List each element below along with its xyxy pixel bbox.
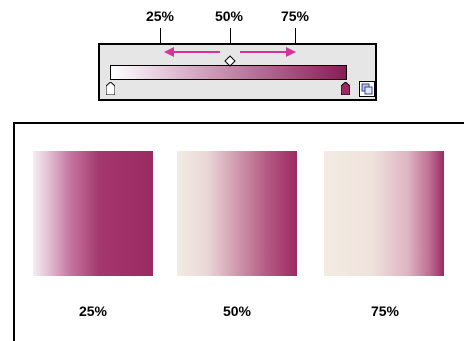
- swatch-50: [177, 151, 297, 276]
- swatch-75: [324, 151, 444, 276]
- midpoint-arrows: [164, 47, 296, 67]
- arrow-right-icon: [240, 47, 296, 57]
- label-25-top: 25%: [145, 8, 175, 24]
- panel-toggle-icon: [361, 83, 373, 95]
- gradient-preview-bar[interactable]: [110, 65, 347, 80]
- arrow-left-icon: [164, 47, 220, 57]
- swatch-25: [33, 151, 153, 276]
- color-stop-right-icon[interactable]: [341, 82, 350, 95]
- gradient-editor-panel: [98, 43, 377, 101]
- panel-toggle-button[interactable]: [359, 81, 375, 97]
- label-50-top: 50%: [214, 8, 244, 24]
- label-75-top: 75%: [280, 8, 310, 24]
- midpoint-diamond-icon: [224, 55, 236, 67]
- label-50-bottom: 50%: [222, 303, 252, 319]
- label-75-bottom: 75%: [370, 303, 400, 319]
- callout-line-50: [230, 28, 231, 48]
- label-25-bottom: 25%: [78, 303, 108, 319]
- examples-frame: [13, 122, 464, 341]
- color-stop-left-icon[interactable]: [106, 82, 115, 95]
